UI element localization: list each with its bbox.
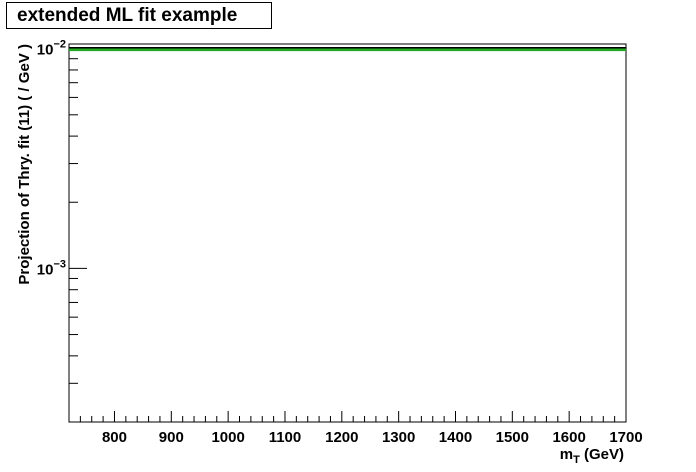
y-tick-label: 10−2: [37, 39, 66, 59]
chart-title: extended ML fit example: [6, 2, 272, 29]
x-axis: 800 900 1000 1100 1200 1300 1400 1500 1600 1700: [68, 411, 643, 446]
x-tick-label: 1600: [552, 429, 585, 446]
x-tick-label: 1500: [496, 429, 529, 446]
x-tick-label: 1300: [382, 429, 415, 446]
y-axis: 10−3 10−2: [37, 39, 87, 423]
x-tick-label: 1000: [211, 429, 244, 446]
x-tick-label: 1200: [325, 429, 358, 446]
plot-frame: [68, 43, 627, 423]
series-group: [69, 46, 626, 52]
x-tick-label: 1700: [609, 429, 642, 446]
x-tick-label: 800: [102, 429, 127, 446]
x-tick-label: 1400: [439, 429, 472, 446]
x-axis-title: mT (GeV): [560, 446, 624, 466]
x-tick-label: 900: [159, 429, 184, 446]
y-tick-label: 10−3: [37, 258, 66, 278]
y-axis-title: Projection of Thry. fit (11) ( / GeV ): [16, 44, 33, 285]
x-tick-label: 1100: [269, 429, 302, 446]
